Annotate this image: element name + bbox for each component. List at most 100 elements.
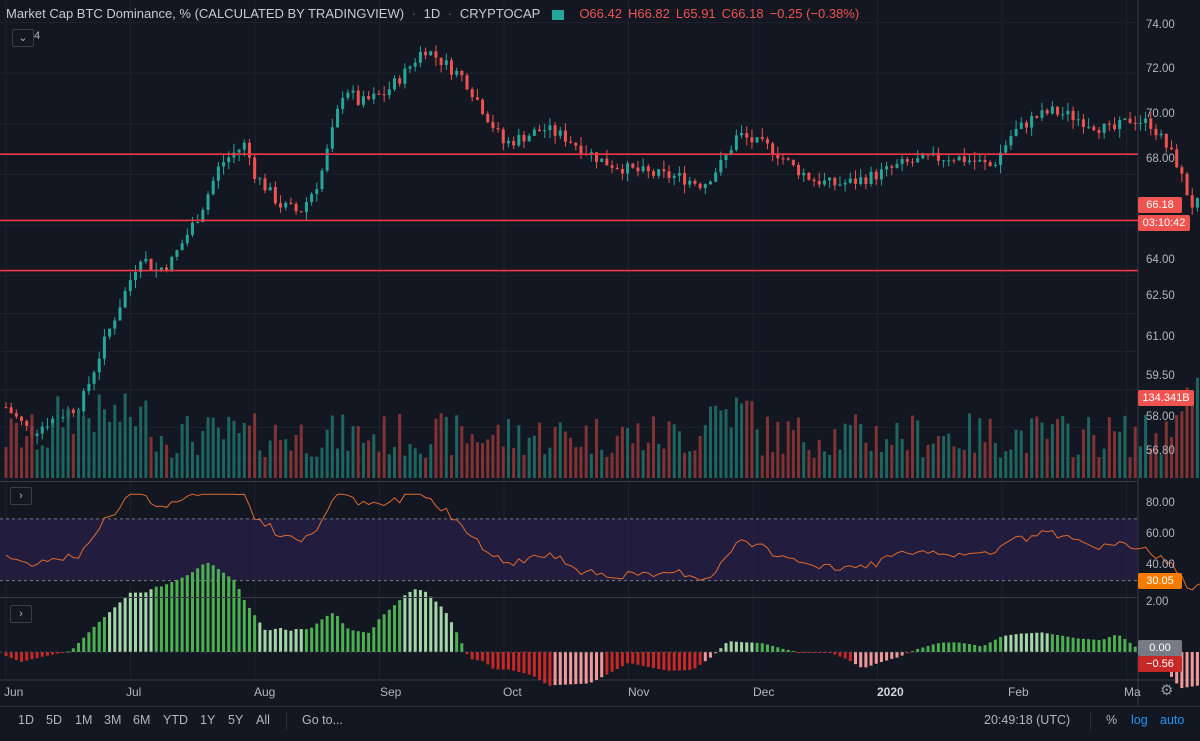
volume-bar — [66, 408, 70, 478]
macd-histogram-bar — [113, 607, 117, 652]
auto-scale-button[interactable]: auto — [1160, 713, 1185, 727]
volume-bar — [206, 417, 210, 478]
macd-histogram-bar — [848, 652, 852, 661]
volume-bar — [688, 451, 692, 478]
volume-bar — [118, 421, 122, 478]
gear-icon[interactable]: ⚙ — [1160, 682, 1174, 699]
volume-bar — [543, 454, 547, 478]
range-3m-button[interactable]: 3M — [104, 713, 122, 727]
range-6m-button[interactable]: 6M — [133, 713, 151, 727]
price-tick: 72.00 — [1146, 63, 1175, 75]
candle-body — [512, 140, 516, 146]
macd-histogram-bar — [361, 632, 365, 652]
candle-body — [222, 162, 226, 167]
volume-bar — [315, 456, 319, 478]
range-1d-button[interactable]: 1D — [18, 713, 34, 727]
volume-bar — [1123, 415, 1127, 478]
volume-bar — [330, 415, 334, 478]
interval-label[interactable]: 1D — [423, 6, 441, 21]
candle-body — [170, 256, 174, 271]
range-all-button[interactable]: All — [256, 713, 270, 727]
candle-body — [61, 416, 65, 419]
rsi-collapse-chevron-icon[interactable]: › — [10, 487, 32, 505]
range-ytd-button[interactable]: YTD — [163, 713, 188, 727]
volume-bar — [1081, 429, 1085, 478]
volume-bar — [1133, 426, 1137, 478]
macd-histogram-bar — [1102, 639, 1106, 652]
macd-histogram-bar — [40, 652, 44, 657]
candle-body — [786, 158, 790, 160]
pane-divider-macd[interactable] — [0, 597, 1138, 598]
volume-bar — [926, 444, 930, 478]
volume-bar — [128, 416, 132, 478]
candle-body — [201, 210, 205, 223]
volume-bar — [885, 439, 889, 478]
volume-bar — [1004, 451, 1008, 478]
macd-histogram-bar — [61, 652, 65, 653]
volume-bar — [574, 447, 578, 478]
log-scale-button[interactable]: log — [1131, 713, 1148, 727]
volume-bar — [56, 396, 60, 478]
candle-body — [1159, 133, 1163, 136]
range-5d-button[interactable]: 5D — [46, 713, 62, 727]
macd-histogram-bar — [1056, 634, 1060, 652]
macd-collapse-chevron-icon[interactable]: › — [10, 605, 32, 623]
candle-body — [372, 93, 376, 100]
volume-bar — [61, 427, 65, 478]
volume-bar — [501, 446, 505, 478]
macd-histogram-bar — [895, 652, 899, 658]
volume-bar — [196, 454, 200, 478]
range-1m-button[interactable]: 1M — [75, 713, 93, 727]
rsi-value-tag: 30.05 — [1138, 573, 1182, 589]
percent-scale-button[interactable]: % — [1106, 713, 1118, 727]
volume-bar — [900, 439, 904, 478]
volume-bar — [14, 422, 18, 478]
candle-body — [683, 173, 687, 185]
range-1y-button[interactable]: 1Y — [200, 713, 216, 727]
utc-clock[interactable]: 20:49:18 (UTC) — [984, 713, 1071, 727]
volume-bar — [481, 443, 485, 478]
candle-body — [429, 51, 433, 56]
pane-divider-rsi[interactable] — [0, 481, 1138, 482]
macd-histogram-bar — [822, 652, 826, 653]
volume-bar — [1030, 418, 1034, 478]
candle-body — [548, 125, 552, 131]
range-5y-button[interactable]: 5Y — [228, 713, 244, 727]
macd-histogram-bar — [102, 617, 106, 652]
volume-bar — [667, 421, 671, 478]
volume-bar — [258, 450, 262, 478]
volume-tag: 134.341B — [1138, 390, 1194, 406]
candle-body — [113, 320, 117, 329]
volume-bar — [336, 448, 340, 478]
chevron-down-icon[interactable]: ⌄ — [12, 29, 34, 47]
macd-histogram-bar — [14, 652, 18, 661]
volume-bar — [652, 416, 655, 478]
volume-bar — [708, 406, 712, 478]
candle-body — [341, 97, 345, 109]
volume-bar — [113, 404, 117, 478]
volume-bar — [242, 422, 246, 478]
candle-body — [688, 180, 692, 185]
volume-bar — [895, 422, 899, 478]
macd-histogram-bar — [921, 647, 925, 652]
volume-bar — [222, 439, 226, 478]
volume-bar — [1092, 435, 1096, 478]
volume-bar — [548, 447, 552, 478]
volume-bar — [418, 453, 422, 478]
volume-bar — [372, 434, 376, 478]
volume-bar — [424, 457, 428, 478]
macd-histogram-bar — [82, 637, 86, 652]
volume-bar — [838, 449, 842, 478]
macd-histogram-bar — [532, 652, 536, 677]
candle-body — [1144, 118, 1148, 123]
goto-button[interactable]: Go to... — [302, 713, 343, 727]
candle-body — [646, 166, 650, 172]
time-label: Aug — [254, 685, 276, 699]
symbol-title[interactable]: Market Cap BTC Dominance, % (CALCULATED … — [6, 6, 405, 21]
macd-histogram-bar — [304, 629, 308, 652]
candle-body — [724, 154, 728, 161]
candle-body — [563, 130, 567, 142]
candle-body — [284, 202, 288, 208]
